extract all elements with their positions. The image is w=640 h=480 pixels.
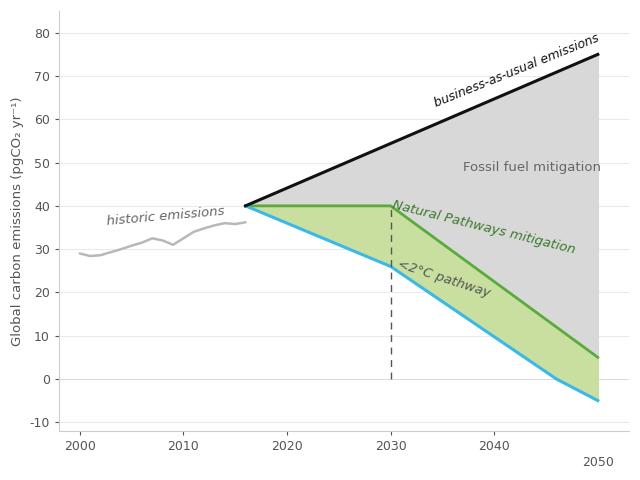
- Text: Natural Pathways mitigation: Natural Pathways mitigation: [390, 198, 576, 256]
- Text: historic emissions: historic emissions: [106, 205, 225, 228]
- Text: Fossil fuel mitigation: Fossil fuel mitigation: [463, 161, 601, 174]
- Text: 2050: 2050: [582, 456, 614, 469]
- Text: business-as-usual emissions: business-as-usual emissions: [432, 31, 601, 109]
- Text: <2°C pathway: <2°C pathway: [396, 257, 492, 300]
- Y-axis label: Global carbon emissions (pgCO₂ yr⁻¹): Global carbon emissions (pgCO₂ yr⁻¹): [11, 96, 24, 346]
